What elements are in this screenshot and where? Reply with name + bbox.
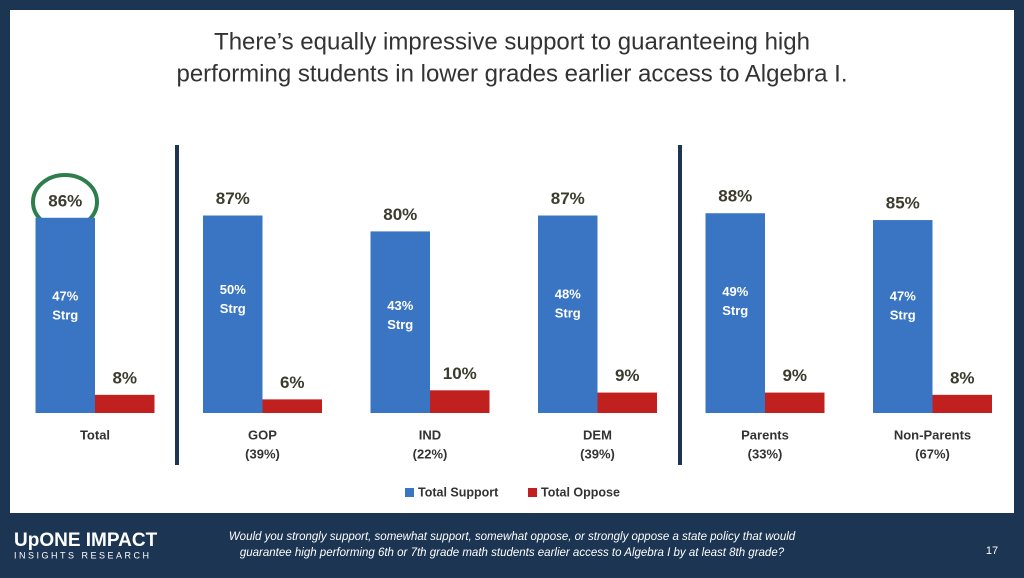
bar [538,215,598,413]
strong-label: Strg [722,303,748,318]
strong-label: Strg [387,317,413,332]
value-label: 9% [782,366,807,385]
x-tick-label: GOP [248,427,277,442]
bar [203,215,263,413]
question: Would you strongly support, somewhat sup… [229,531,796,543]
chart-title: performing students in lower grades earl… [176,60,847,87]
value-label: 6% [280,373,305,392]
x-tick-label: Non-Parents [894,427,971,442]
legend-swatch [528,488,537,497]
value-label: 9% [615,366,640,385]
x-tick-sublabel: (39%) [580,446,615,461]
strong-label: 50% [220,282,246,297]
x-tick-label: Parents [741,427,789,442]
bar [370,231,430,413]
strong-label: Strg [220,301,246,316]
strong-label: 47% [52,289,78,304]
x-tick-label: Total [80,427,110,442]
value-label: 88% [718,187,752,206]
strong-label: Strg [890,308,916,323]
brand: UpONE IMPACT [14,530,158,551]
question: guarantee high performing 6th or 7th gra… [240,547,785,559]
strong-label: Strg [555,305,581,320]
value-label: 8% [950,368,975,387]
bar [932,394,992,413]
legend-label: Total Support [418,485,499,499]
page-number: 17 [986,545,998,557]
strong-label: Strg [52,308,78,323]
bar [262,399,322,413]
x-tick-label: DEM [583,427,612,442]
legend-label: Total Oppose [541,485,620,499]
bar [35,217,95,413]
divider [678,145,682,465]
x-tick-label: IND [419,427,441,442]
value-label: 85% [886,194,920,213]
x-tick-sublabel: (67%) [915,446,950,461]
x-tick-sublabel: (33%) [748,446,783,461]
bar [873,220,933,413]
value-label: 87% [551,189,585,208]
value-label: 80% [383,205,417,224]
bar [95,394,155,413]
x-tick-sublabel: (39%) [245,446,280,461]
strong-label: 43% [387,298,413,313]
value-label: 86% [48,191,82,210]
x-tick-sublabel: (22%) [413,446,448,461]
value-label: 10% [443,364,477,383]
strong-label: 48% [555,286,581,301]
divider [175,145,179,465]
chart-title: There’s equally impressive support to gu… [214,28,810,55]
bar [597,392,657,413]
bar [430,390,490,413]
strong-label: 47% [890,289,916,304]
brand-sub: INSIGHTS RESEARCH [14,550,152,560]
bar [765,392,825,413]
value-label: 87% [216,189,250,208]
strong-label: 49% [722,284,748,299]
value-label: 8% [112,368,137,387]
legend-swatch [405,488,414,497]
bar [705,213,765,413]
